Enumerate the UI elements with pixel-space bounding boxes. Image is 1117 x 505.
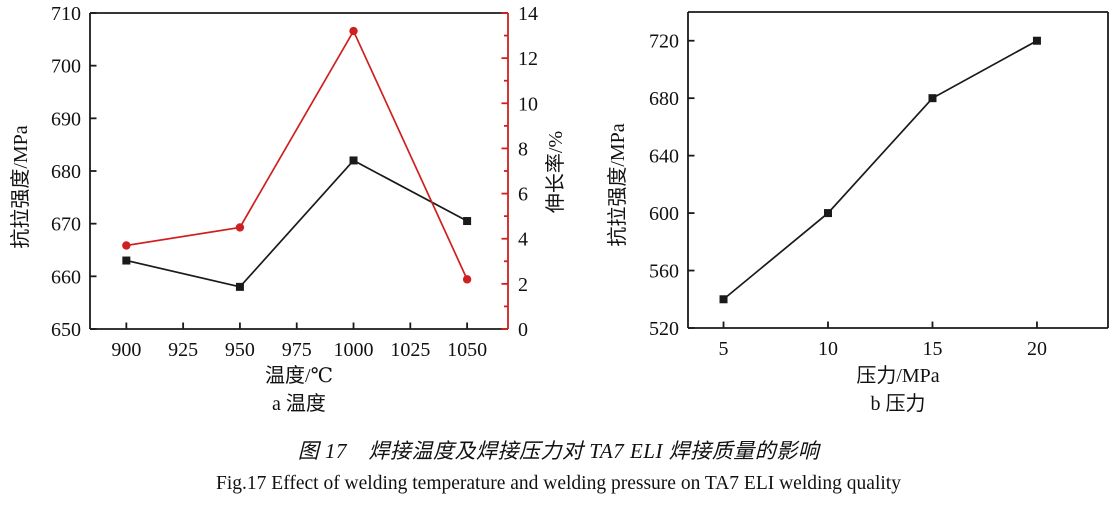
- x-axis-label: 温度/℃: [265, 364, 333, 387]
- y-tick-label: 560: [649, 261, 679, 283]
- series-tensile-strength-marker: [928, 94, 937, 103]
- series-tensile-strength-line: [722, 39, 1038, 300]
- x-tick-label: 975: [282, 339, 312, 361]
- y-tick-label: 650: [51, 319, 81, 341]
- y-tick-label: 700: [51, 56, 81, 78]
- series-tensile-strength-marker: [349, 156, 358, 165]
- series-tensile-strength-line: [126, 159, 468, 288]
- y2-tick-label: 8: [518, 138, 528, 160]
- x-tick-label: 15: [922, 338, 942, 360]
- x-tick-label: 20: [1027, 338, 1047, 360]
- y2-tick-label: 14: [518, 3, 538, 25]
- y-tick-label: 680: [51, 161, 81, 183]
- series-tensile-strength-marker: [1032, 36, 1041, 45]
- series-elongation-marker: [122, 241, 131, 250]
- y-tick-label: 660: [51, 266, 81, 288]
- series-tensile-strength-marker: [719, 295, 728, 304]
- y2-axis-label: 伸长率/%: [544, 131, 567, 213]
- chart-b: 5 10 15 20 520 560 600 640 680 720 抗拉强度/MPa 压力/MPa b…: [606, 11, 1109, 415]
- series-elongation-marker: [235, 223, 245, 232]
- chart-a: 900 925 950 975 1000 1025 10506506606706806907…: [9, 3, 567, 415]
- y2-tick-label: 10: [518, 93, 538, 115]
- series-elongation-marker: [349, 26, 358, 36]
- series-tensile-strength-marker: [122, 256, 131, 265]
- series-tensile-strength-marker: [235, 282, 244, 291]
- x-tick-label: 1050: [447, 339, 487, 361]
- series-tensile-strength-marker: [463, 217, 472, 226]
- y-axis-label: 抗拉强度/MPa: [606, 123, 629, 246]
- y-axis-label: 抗拉强度/MPa: [9, 125, 32, 248]
- figure-caption-en: Fig.17 Effect of welding temperature and…: [216, 473, 901, 494]
- figure-caption-zh: 图 17 焊接温度及焊接压力对 TA7 ELI 焊接质量的影响: [297, 439, 820, 463]
- y-tick-label: 690: [51, 108, 81, 130]
- x-tick-label: 1000: [334, 339, 374, 361]
- series-elongation-marker: [462, 275, 472, 284]
- y2-tick-label: 0: [518, 319, 528, 341]
- x-tick-label: 1025: [390, 339, 430, 361]
- x-tick-label: 900: [111, 339, 141, 361]
- x-tick-label: 950: [225, 339, 255, 361]
- series-tensile-strength-marker: [824, 209, 832, 218]
- y2-tick-label: 6: [518, 184, 528, 206]
- subplot-title: a 温度: [272, 392, 326, 415]
- x-tick-label: 5: [719, 338, 729, 360]
- x-tick-label: 10: [818, 338, 838, 360]
- x-tick-label: 925: [168, 339, 198, 361]
- subplot-title: b 压力: [871, 392, 926, 415]
- y-tick-label: 640: [649, 146, 679, 168]
- y2-tick-label: 12: [518, 48, 538, 70]
- charts-canvas: 900 925 950 975 1000 1025 10506506606706806907…: [9, 3, 1109, 415]
- y-tick-label: 710: [51, 3, 81, 25]
- series-elongation-line: [126, 29, 468, 280]
- y-tick-label: 520: [649, 318, 679, 340]
- y-tick-label: 600: [649, 203, 679, 225]
- y-tick-label: 680: [649, 88, 679, 110]
- y2-tick-label: 2: [518, 274, 528, 296]
- y2-tick-label: 4: [518, 229, 528, 251]
- y-tick-label: 670: [51, 214, 81, 236]
- y-tick-label: 720: [649, 31, 679, 53]
- x-axis-label: 压力/MPa: [856, 364, 939, 387]
